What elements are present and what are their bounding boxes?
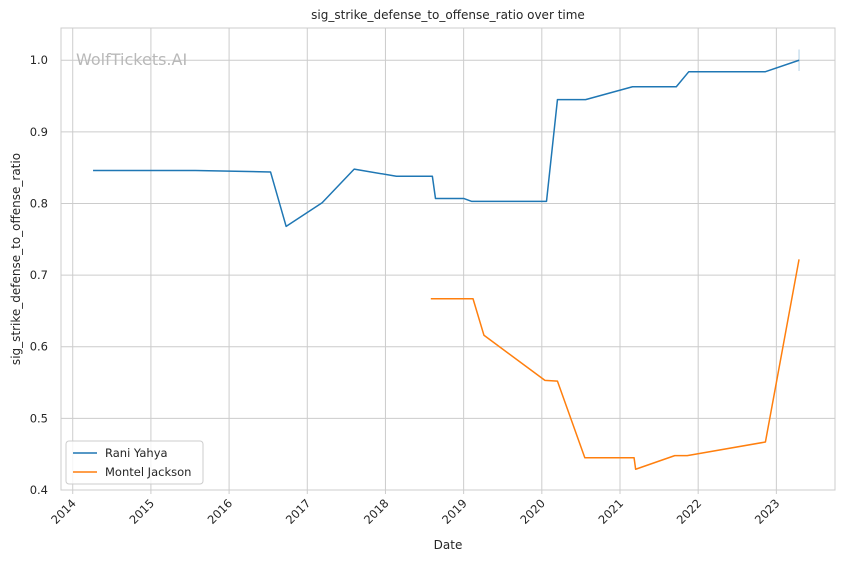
y-tick-label: 1.0 [30,53,48,67]
series-line-rani-yahya [93,59,800,228]
y-tick-label: 0.9 [30,125,48,139]
legend-label-rani-yahya: Rani Yahya [105,446,168,460]
plot-frame [60,27,836,491]
chart-title: sig_strike_defense_to_offense_ratio over… [311,8,585,22]
y-tick-label: 0.5 [30,411,48,425]
y-tick-label: 0.7 [30,268,48,282]
plot-area [61,28,835,490]
legend-box [65,440,204,485]
watermark: WolfTickets.AI [76,50,187,69]
y-tick-label: 0.4 [30,483,48,497]
series-line-montel-jackson [430,259,800,470]
y-tick-label: 0.8 [30,196,48,210]
x-axis-label: Date [434,538,463,552]
series-lines [93,49,800,470]
y-tick-label: 0.6 [30,340,48,354]
y-axis-label: sig_strike_defense_to_offense_ratio [9,153,23,365]
legend-label-montel-jackson: Montel Jackson [105,465,191,479]
legend: Rani Yahya Montel Jackson [65,440,204,485]
